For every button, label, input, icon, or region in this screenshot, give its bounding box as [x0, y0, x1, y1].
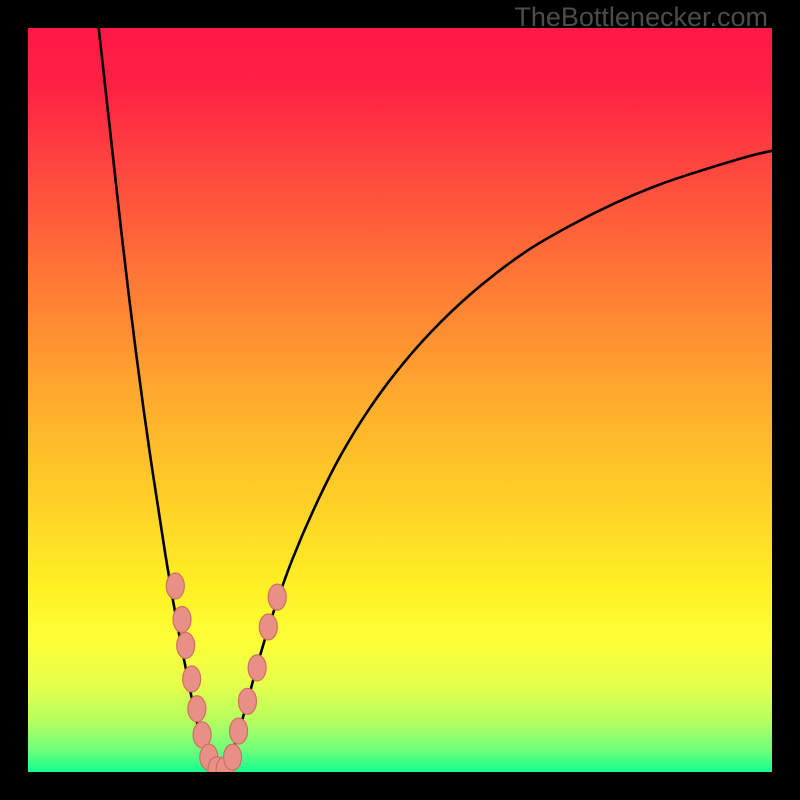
data-marker: [166, 573, 184, 599]
chart-frame: TheBottlenecker.com: [0, 0, 800, 800]
data-marker: [188, 696, 206, 722]
watermark-text: TheBottlenecker.com: [514, 2, 768, 33]
chart-svg: [28, 28, 772, 772]
data-marker: [268, 584, 286, 610]
data-marker: [183, 666, 201, 692]
data-marker: [259, 614, 277, 640]
marker-group: [166, 573, 286, 772]
data-marker: [173, 606, 191, 632]
data-marker: [248, 655, 266, 681]
curve-left: [99, 28, 220, 772]
data-marker: [224, 744, 242, 770]
data-marker: [177, 633, 195, 659]
data-marker: [238, 688, 256, 714]
data-marker: [230, 718, 248, 744]
plot-area: [28, 28, 772, 772]
curve-right: [219, 151, 772, 772]
